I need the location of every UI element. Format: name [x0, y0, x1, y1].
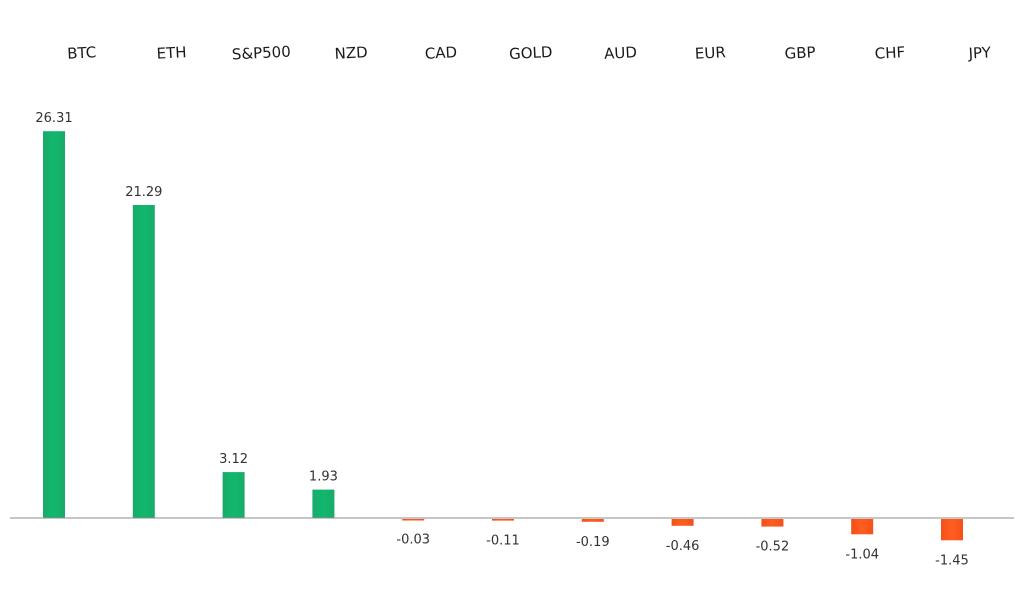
bar-btc — [43, 131, 65, 518]
bar-eur — [671, 519, 694, 526]
bar-eth — [132, 205, 155, 518]
data-label-gbp: -0.52 — [756, 540, 790, 555]
bar-gbp — [761, 519, 784, 527]
data-label-aud: -0.19 — [576, 535, 610, 550]
category-label-gbp: GBP — [784, 43, 816, 63]
category-label-aud: AUD — [604, 43, 638, 63]
category-labels: BTC ETH S&P500 NZD CAD GOLD AUD EUR GBP CHF JPY — [67, 42, 992, 63]
category-label-eth: ETH — [156, 43, 187, 63]
data-label-chf: -1.04 — [845, 547, 879, 562]
data-label-nzd: 1.93 — [309, 470, 338, 485]
bar-cad — [402, 519, 425, 521]
bar-chf — [851, 519, 874, 535]
category-label-gold: GOLD — [509, 43, 553, 63]
data-label-eth: 21.29 — [125, 185, 162, 200]
data-label-eur: -0.46 — [666, 539, 700, 554]
bar-gold — [492, 519, 514, 521]
data-label-s-p500: 3.12 — [219, 452, 248, 467]
category-label-s-p500: S&P500 — [231, 42, 291, 63]
category-label-btc: BTC — [67, 43, 97, 62]
bar-nzd — [312, 489, 335, 518]
bars — [43, 131, 963, 541]
category-label-chf: CHF — [874, 43, 905, 63]
bar-jpy — [941, 519, 963, 541]
category-label-jpy: JPY — [967, 43, 992, 62]
data-label-cad: -0.03 — [396, 532, 430, 547]
data-label-gold: -0.11 — [486, 534, 520, 549]
data-label-jpy: -1.45 — [935, 553, 969, 568]
value-labels: 26.31 21.29 3.12 1.93 -0.03 -0.11 -0.19 -0.46 -0… — [35, 111, 968, 568]
data-label-btc: 26.31 — [35, 111, 72, 126]
category-label-eur: EUR — [694, 43, 726, 63]
category-label-nzd: NZD — [334, 43, 368, 63]
category-label-cad: CAD — [424, 43, 457, 63]
bar-s-p500 — [222, 472, 245, 518]
bar-aud — [581, 519, 604, 522]
